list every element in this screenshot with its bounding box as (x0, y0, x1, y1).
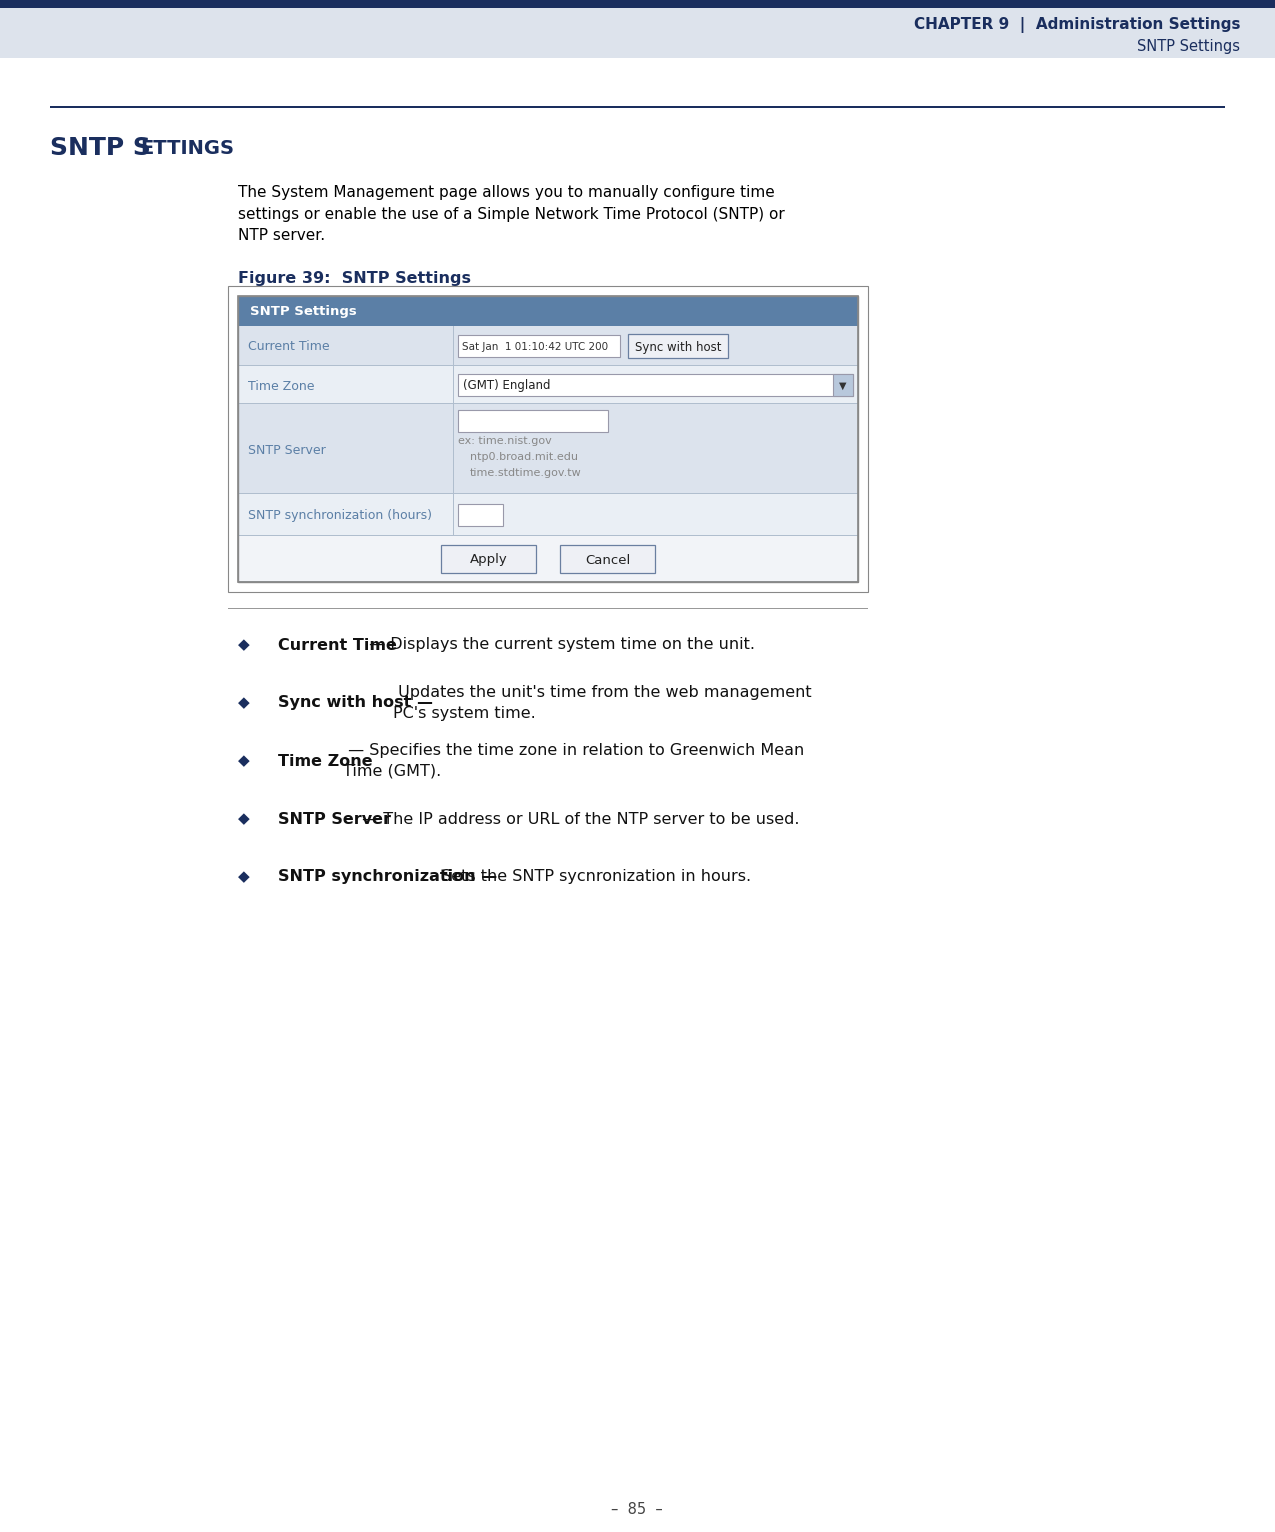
Text: Cancel: Cancel (585, 553, 630, 567)
Text: — The IP address or URL of the NTP server to be used.: — The IP address or URL of the NTP serve… (357, 812, 799, 826)
Text: SNTP Settings: SNTP Settings (250, 305, 357, 319)
Bar (238, 296, 858, 582)
Bar (238, 493, 858, 536)
Text: SNTP synchronization (hours): SNTP synchronization (hours) (249, 510, 432, 522)
Text: ◆: ◆ (238, 637, 250, 653)
Bar (238, 536, 858, 582)
Text: The System Management page allows you to manually configure time
settings or ena: The System Management page allows you to… (238, 185, 784, 244)
Bar (560, 545, 655, 573)
Text: Time Zone: Time Zone (249, 380, 315, 392)
Text: — Specifies the time zone in relation to Greenwich Mean
Time (GMT).: — Specifies the time zone in relation to… (343, 743, 805, 778)
Text: SNTP synchronization —: SNTP synchronization — (278, 870, 497, 884)
Bar (458, 504, 504, 525)
Text: Updates the unit's time from the web management
PC's system time.: Updates the unit's time from the web man… (393, 685, 812, 722)
Text: Sync with host —: Sync with host — (278, 696, 434, 711)
Text: — Displays the current system time on the unit.: — Displays the current system time on th… (365, 637, 755, 653)
Bar (238, 366, 858, 404)
Bar (238, 296, 858, 582)
Bar (629, 334, 728, 358)
Bar (458, 411, 608, 432)
Bar (441, 545, 536, 573)
Text: ◆: ◆ (238, 812, 250, 826)
Text: Apply: Apply (469, 553, 507, 567)
Text: Time Zone: Time Zone (278, 754, 372, 769)
Text: CHAPTER 9  |  Administration Settings: CHAPTER 9 | Administration Settings (913, 17, 1241, 34)
Text: Current Time: Current Time (278, 637, 397, 653)
Text: ◆: ◆ (238, 696, 250, 711)
Text: SNTP S: SNTP S (50, 136, 150, 159)
Bar (50, 106, 1225, 107)
Bar (0, 0, 1275, 8)
Text: ntp0.broad.mit.edu: ntp0.broad.mit.edu (470, 452, 578, 463)
Bar (238, 404, 858, 493)
Bar (458, 374, 853, 395)
Text: SNTP Server: SNTP Server (278, 812, 391, 826)
Text: Sync with host: Sync with host (635, 340, 722, 354)
Bar (228, 286, 868, 591)
Text: ◆: ◆ (238, 870, 250, 884)
Bar (0, 8, 1275, 58)
Bar (238, 326, 858, 366)
Text: ◆: ◆ (238, 754, 250, 769)
Text: Current Time: Current Time (249, 340, 330, 354)
Bar (238, 296, 858, 326)
Text: SNTP Settings: SNTP Settings (1137, 38, 1241, 54)
Text: SNTP Server: SNTP Server (249, 443, 325, 457)
Text: –  85  –: – 85 – (611, 1503, 663, 1518)
Text: (GMT) England: (GMT) England (463, 380, 551, 392)
Bar (833, 374, 853, 395)
Text: Sets the SNTP sycnronization in hours.: Sets the SNTP sycnronization in hours. (436, 870, 751, 884)
Text: ex: time.nist.gov: ex: time.nist.gov (458, 437, 552, 446)
Bar (458, 336, 620, 357)
Text: Figure 39:  SNTP Settings: Figure 39: SNTP Settings (238, 271, 470, 285)
Text: time.stdtime.gov.tw: time.stdtime.gov.tw (470, 467, 581, 478)
Text: ETTINGS: ETTINGS (140, 138, 235, 158)
Text: Sat Jan  1 01:10:42 UTC 200: Sat Jan 1 01:10:42 UTC 200 (462, 342, 608, 352)
Text: ▼: ▼ (839, 381, 847, 391)
